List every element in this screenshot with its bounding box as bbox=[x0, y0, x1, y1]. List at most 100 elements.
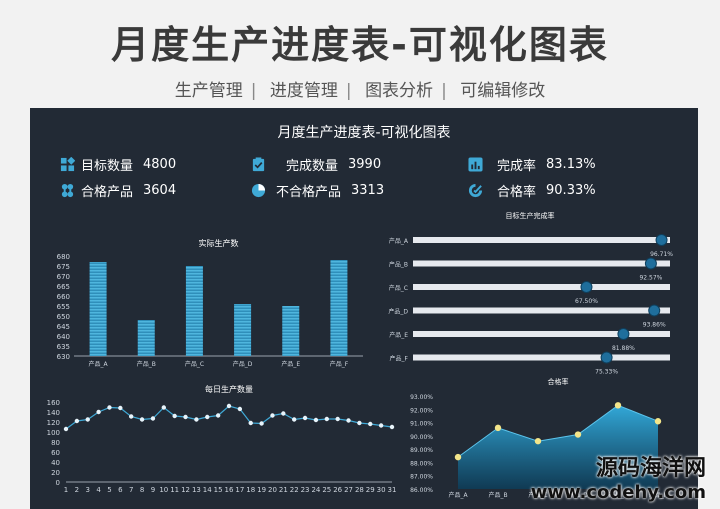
x-tick-label: 27 bbox=[344, 486, 353, 494]
x-tick-label: 24 bbox=[311, 486, 320, 494]
data-point bbox=[118, 405, 123, 411]
check-gauge-icon bbox=[468, 183, 483, 198]
pass-rate-chart: 合格率 86.00% 87.00% 88.00% 89.00% 90.00% 91.00% 9… bbox=[410, 377, 668, 499]
progress-marker bbox=[648, 304, 661, 317]
x-tick-label: 产品_D bbox=[233, 360, 253, 368]
data-point bbox=[494, 424, 502, 432]
x-tick-label: 产品_C bbox=[528, 491, 547, 499]
subnav-divider: | bbox=[250, 81, 257, 101]
kpi-label: 完成数量 bbox=[286, 159, 339, 174]
data-label: 96.71% bbox=[650, 251, 673, 258]
y-tick-label: 645 bbox=[57, 323, 70, 331]
pie-icon bbox=[251, 183, 266, 198]
data-label: 75.33% bbox=[595, 369, 618, 376]
x-tick-label: 14 bbox=[203, 486, 212, 494]
kpi-completion-rate: 完成率 83.13% bbox=[468, 155, 596, 174]
data-point bbox=[357, 420, 362, 426]
y-tick-label: 675 bbox=[57, 263, 70, 271]
progress-marker bbox=[580, 281, 593, 293]
data-point bbox=[335, 416, 340, 422]
x-tick-label: 9 bbox=[151, 486, 155, 494]
progress-track bbox=[413, 260, 670, 267]
area-fill bbox=[458, 405, 658, 489]
y-tick-label: 20 bbox=[51, 469, 60, 477]
y-tick-label: 产品_A bbox=[389, 237, 409, 245]
subnav-item-production[interactable]: 生产管理 bbox=[174, 81, 243, 101]
data-point bbox=[654, 418, 662, 425]
data-label: 67.50% bbox=[575, 298, 598, 305]
y-tick-label: 670 bbox=[57, 273, 70, 281]
x-tick-label: 21 bbox=[279, 486, 288, 494]
data-point bbox=[248, 420, 253, 426]
y-tick-label: 86.00% bbox=[410, 487, 433, 494]
kpi-qualified: 合格产品 3604 bbox=[60, 181, 176, 200]
data-point bbox=[107, 405, 112, 410]
x-tick-label: 7 bbox=[129, 486, 133, 494]
x-tick-label: 26 bbox=[333, 486, 342, 494]
chart-title: 实际生产数 bbox=[199, 238, 239, 248]
y-tick-label: 630 bbox=[57, 353, 70, 361]
kpi-value: 4800 bbox=[143, 157, 177, 172]
x-tick-label: 16 bbox=[225, 486, 234, 494]
data-point bbox=[281, 411, 286, 416]
y-tick-label: 89.00% bbox=[410, 447, 433, 454]
data-point bbox=[574, 431, 582, 438]
data-label: 92.57% bbox=[639, 275, 662, 282]
data-point bbox=[237, 406, 243, 412]
data-point bbox=[85, 417, 90, 422]
x-tick-label: 29 bbox=[366, 486, 375, 494]
data-point bbox=[378, 423, 384, 428]
subnav-item-chart-analysis[interactable]: 图表分析 bbox=[365, 81, 434, 101]
y-tick-label: 90.00% bbox=[410, 434, 433, 441]
progress-track bbox=[413, 354, 670, 361]
kpi-value: 83.13% bbox=[546, 157, 596, 172]
kpi-value: 3990 bbox=[348, 157, 382, 172]
x-tick-label: 23 bbox=[301, 486, 310, 494]
x-tick-label: 产品_F bbox=[649, 491, 668, 499]
x-tick-label: 产品_B bbox=[488, 491, 507, 499]
x-tick-label: 产品_E bbox=[609, 491, 628, 499]
kpi-label: 不合格产品 bbox=[276, 185, 342, 200]
watermark: 源码海洋网 www.codehy.com bbox=[531, 450, 706, 503]
series-line bbox=[65, 405, 393, 430]
panel-title: 月度生产进度表-可视化图表 bbox=[277, 125, 451, 141]
bar bbox=[282, 306, 300, 356]
kpi-label: 完成率 bbox=[497, 159, 537, 174]
x-tick-label: 产品_D bbox=[568, 491, 588, 499]
data-point bbox=[614, 402, 622, 409]
x-tick-label: 15 bbox=[214, 486, 223, 494]
clipboard-check-icon bbox=[252, 157, 265, 172]
x-tick-label: 2 bbox=[75, 486, 79, 494]
x-tick-label: 18 bbox=[246, 486, 255, 494]
watermark-line2: www.codehy.com bbox=[530, 482, 706, 503]
progress-marker bbox=[600, 351, 613, 364]
x-tick-label: 产品_C bbox=[185, 360, 204, 368]
progress-marker bbox=[617, 328, 630, 340]
x-tick-label: 产品_F bbox=[330, 360, 349, 368]
series-line bbox=[457, 404, 659, 458]
y-tick-label: 产品_F bbox=[390, 355, 409, 363]
subnav-item-progress[interactable]: 进度管理 bbox=[269, 81, 338, 101]
x-tick-label: 产品_B bbox=[137, 360, 156, 368]
data-point bbox=[313, 417, 319, 423]
x-tick-label: 20 bbox=[268, 486, 277, 494]
data-point bbox=[139, 417, 145, 422]
bar bbox=[234, 304, 252, 356]
x-tick-label: 产品_A bbox=[89, 360, 109, 368]
y-tick-label: 660 bbox=[57, 293, 70, 301]
y-tick-label: 680 bbox=[57, 253, 70, 261]
data-point bbox=[270, 413, 275, 418]
actual-production-chart: 实际生产数 630 635 640 645 650 655 660 665 670 675 680 产品… bbox=[57, 238, 363, 368]
subnav-item-editable[interactable]: 可编辑修改 bbox=[460, 81, 546, 101]
data-point bbox=[150, 416, 156, 421]
x-tick-label: 30 bbox=[377, 486, 386, 494]
chart-title: 每日生产数量 bbox=[205, 384, 253, 394]
x-tick-label: 3 bbox=[85, 486, 89, 494]
x-tick-label: 13 bbox=[192, 486, 201, 494]
x-tick-label: 产品_E bbox=[281, 360, 300, 368]
y-tick-label: 120 bbox=[47, 419, 60, 427]
x-tick-label: 17 bbox=[235, 486, 244, 494]
y-tick-label: 88.00% bbox=[410, 460, 433, 467]
subnav-divider: | bbox=[345, 81, 352, 101]
